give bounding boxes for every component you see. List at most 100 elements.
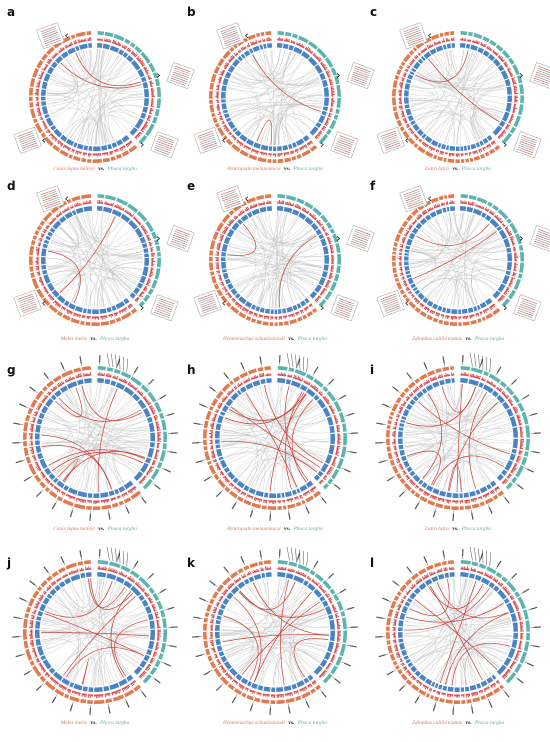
syntenic-link xyxy=(227,213,288,253)
gene-label-mark xyxy=(504,497,510,504)
syntenic-link xyxy=(46,441,149,462)
histogram-bar xyxy=(145,67,148,70)
syntenic-link xyxy=(110,595,135,679)
histogram-bar xyxy=(222,232,224,234)
chromosome-segment xyxy=(386,429,391,438)
syntenic-link xyxy=(235,232,323,268)
chromosome-segment xyxy=(229,380,234,386)
histogram-track xyxy=(217,242,222,251)
chromosome-segment xyxy=(30,272,35,278)
histogram-bar xyxy=(240,492,243,495)
histogram-bar xyxy=(400,468,403,470)
histogram-bar xyxy=(503,392,506,394)
caption-left-species: Meles meles xyxy=(60,336,88,342)
chromosome-segment xyxy=(426,314,433,321)
chromosome-segment xyxy=(318,133,329,145)
histogram-bar xyxy=(143,227,146,229)
histogram-bar xyxy=(149,77,152,80)
gene-density-block xyxy=(44,114,50,119)
histogram-bar xyxy=(505,394,507,396)
callout-gene-label xyxy=(535,236,550,243)
gene-density-block xyxy=(223,113,230,119)
gene-density-block xyxy=(406,403,413,411)
histogram-track xyxy=(73,41,78,45)
histogram-bar xyxy=(56,490,59,493)
histogram-bar xyxy=(330,468,333,471)
gene-label-mark xyxy=(141,691,147,698)
histogram-track xyxy=(298,144,307,150)
gene-density-block xyxy=(315,122,322,129)
histogram-bar xyxy=(247,43,250,46)
callout-gene-label xyxy=(518,308,534,315)
histogram-bar xyxy=(126,210,128,212)
callout-gene-label xyxy=(44,38,60,45)
histogram-track xyxy=(445,152,448,155)
syntenic-link xyxy=(63,588,142,661)
histogram-track xyxy=(121,684,130,690)
histogram-bar xyxy=(133,386,136,388)
callout-gene-label xyxy=(406,197,422,204)
gene-label-mark xyxy=(167,412,175,416)
callout-gene-label xyxy=(521,300,537,307)
syntenic-link xyxy=(90,111,139,145)
gene-label-mark xyxy=(398,491,405,498)
syntenic-link xyxy=(227,103,293,142)
histogram-track xyxy=(398,407,404,414)
syntenic-link xyxy=(221,419,326,437)
gene-density-block xyxy=(455,146,460,152)
histogram-track xyxy=(308,303,313,307)
syntenic-link xyxy=(405,388,443,429)
gene-density-block xyxy=(35,629,40,639)
histogram-track xyxy=(277,153,283,155)
histogram-track xyxy=(223,226,229,235)
histogram-bar xyxy=(308,143,311,145)
panel-caption: Meles meles vs. Phoca largha xyxy=(60,336,130,342)
histogram-bar xyxy=(41,71,43,73)
gene-density-block xyxy=(406,466,413,473)
gene-density-block xyxy=(449,206,456,212)
chromosome-segment xyxy=(298,35,309,44)
histogram-track xyxy=(286,497,294,501)
gene-density-block xyxy=(285,379,292,385)
callout-gene-label xyxy=(22,144,38,151)
histogram-bar xyxy=(60,381,63,384)
chromosome-segment xyxy=(392,80,398,88)
chromosome-segment xyxy=(136,210,148,222)
caption-right-species: Phoca largha xyxy=(107,526,138,532)
gene-label-mark xyxy=(89,513,92,521)
chromosome-segment xyxy=(110,156,116,161)
histogram-track xyxy=(319,287,326,296)
histogram-bar xyxy=(73,313,75,316)
histogram-bar xyxy=(69,376,72,379)
chromosome-segment xyxy=(59,149,69,157)
syntenic-link xyxy=(404,412,506,444)
histogram-bar xyxy=(323,128,326,130)
histogram-track xyxy=(258,202,266,206)
gene-density-block xyxy=(42,243,48,249)
chromosome-segment xyxy=(396,473,402,480)
callout-gene-label xyxy=(220,26,236,33)
syntenic-link xyxy=(425,61,507,98)
gene-density-block xyxy=(129,292,136,299)
histogram-track xyxy=(87,153,92,155)
histogram-bar xyxy=(215,464,218,467)
gene-density-block xyxy=(277,378,286,384)
syntenic-link xyxy=(237,229,316,247)
histogram-bar xyxy=(435,313,437,316)
gene-density-block xyxy=(419,217,427,226)
histogram-track xyxy=(132,216,141,226)
callout-gene-label xyxy=(45,40,61,46)
histogram-bar xyxy=(122,495,124,498)
gene-density-block xyxy=(398,444,404,450)
chromosome-segment xyxy=(517,402,525,412)
histogram-bar xyxy=(142,62,145,65)
chromosome-segment xyxy=(419,310,428,318)
histogram-bar xyxy=(496,214,499,218)
histogram-bar xyxy=(250,42,252,45)
gene-density-block xyxy=(88,146,93,151)
histogram-bar xyxy=(245,207,248,210)
callout-gene-label xyxy=(20,301,36,308)
histogram-track xyxy=(87,39,92,41)
caption-left-species: Canis lupus baileyi xyxy=(53,526,95,532)
